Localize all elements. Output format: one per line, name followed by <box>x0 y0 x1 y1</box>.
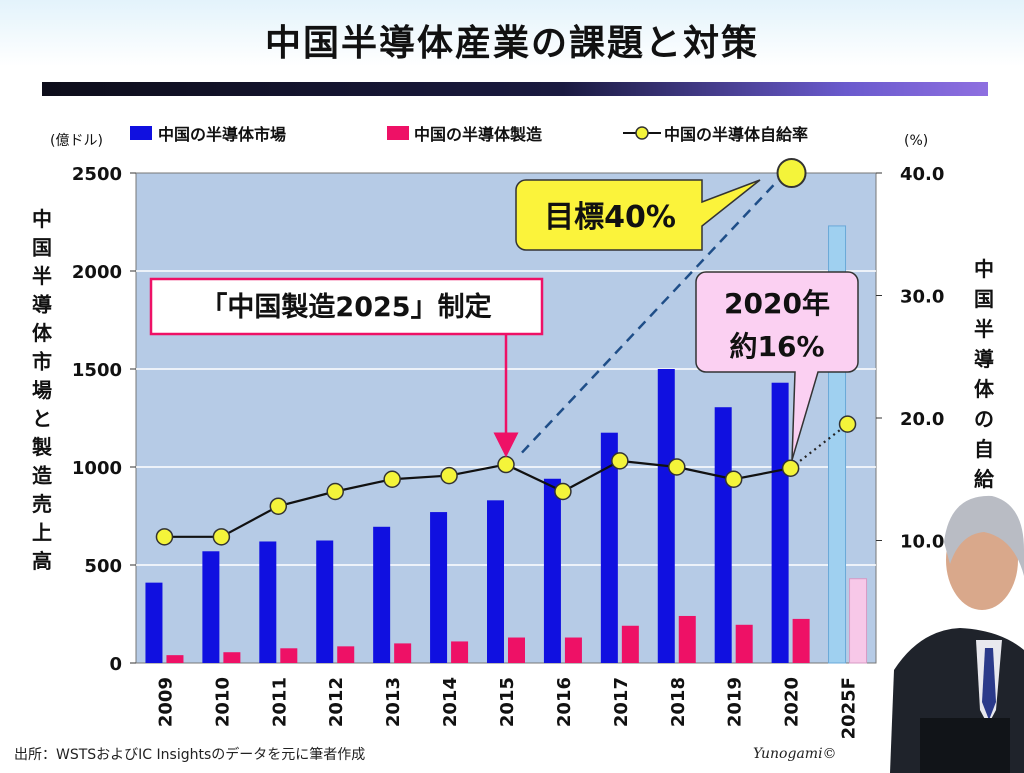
x-tick-label: 2015 <box>497 677 518 727</box>
callout-target: 目標40% <box>515 179 761 251</box>
ratio-point-2009 <box>155 528 174 546</box>
credit-text: Yunogami© <box>753 746 837 762</box>
ratio-point-2011 <box>269 497 288 515</box>
x-tick-label: 2017 <box>611 677 632 727</box>
ratio-point-2025F <box>838 415 857 433</box>
left-tick-label: 1500 <box>72 360 122 381</box>
bar-market-2015 <box>487 500 504 663</box>
legend: 中国の半導体市場 中国の半導体製造 中国の半導体自給率 <box>130 125 808 144</box>
ratio-line-actual <box>164 459 791 538</box>
bar-manufacturing-2016 <box>564 637 582 663</box>
callout-ratio-2020-line1: 2020年 <box>724 287 830 320</box>
callout-ratio-2020-line2: 約16% <box>729 330 824 363</box>
x-tick-label: 2020 <box>782 677 803 727</box>
left-tick-label: 1000 <box>72 458 122 479</box>
right-axis-unit: (%) <box>904 133 928 149</box>
legend-swatch-market <box>130 126 152 140</box>
ratio-target-point <box>776 158 807 188</box>
ratio-point-2018 <box>668 458 686 476</box>
legend-label-ratio: 中国の半導体自給率 <box>664 125 808 144</box>
x-tick-label: 2018 <box>668 677 689 727</box>
ratio-point-2015 <box>497 455 515 474</box>
bar-manufacturing-2011 <box>280 648 298 663</box>
legend-marker-ratio <box>635 126 649 140</box>
legend-label-market: 中国の半導体市場 <box>158 125 286 144</box>
bar-manufacturing-2012 <box>337 646 355 663</box>
x-tick-label: 2011 <box>269 677 290 727</box>
bar-market-2014 <box>430 512 448 663</box>
left-axis-title: 中国半導体市場と製造売上高 <box>32 207 53 573</box>
bar-market-2019 <box>714 407 732 663</box>
bar-manufacturing-2010 <box>223 652 241 663</box>
callout-target-text: 目標40% <box>544 200 676 235</box>
ratio-line-forecast <box>789 423 849 470</box>
bar-market-2017 <box>600 432 618 663</box>
right-tick-label: 30.0 <box>900 287 944 308</box>
x-tick-label: 2019 <box>725 677 746 727</box>
bar-market-2010 <box>202 551 220 663</box>
right-axis-title: 中国半導体の自給 <box>974 257 995 491</box>
bar-market-2012 <box>316 540 334 663</box>
x-tick-label: 2014 <box>440 677 461 727</box>
axes: 0 500 1000 1500 2000 2500 10.0 20.0 30.0 40.0 2009… <box>72 164 945 739</box>
bar-manufacturing-2009 <box>166 655 184 663</box>
page-title: 中国半導体産業の課題と対策 <box>264 23 759 64</box>
bar-manufacturing-2013 <box>394 643 412 663</box>
ratio-point-2019 <box>724 470 743 488</box>
callout-made-in-china-text: 「中国製造2025」制定 <box>200 291 491 323</box>
bar-manufacturing-2019 <box>735 624 753 663</box>
right-tick-label: 10.0 <box>900 532 944 553</box>
header-band <box>0 0 1024 95</box>
ratio-point-2020 <box>781 459 800 477</box>
bar-manufacturing-2018 <box>678 615 696 663</box>
left-tick-label: 2000 <box>72 262 122 283</box>
right-tick-label: 20.0 <box>900 409 944 430</box>
ratio-point-2017 <box>611 452 629 470</box>
bar-market-2009 <box>145 582 163 663</box>
x-tick-label: 2025F <box>839 677 860 739</box>
bar-manufacturing-2025F <box>849 578 868 664</box>
ratio-point-2013 <box>383 470 401 488</box>
bar-market-2020 <box>771 382 789 663</box>
title-underline-bar <box>42 82 988 96</box>
ratio-point-2014 <box>440 466 458 485</box>
bars <box>145 225 868 664</box>
x-tick-label: 2010 <box>212 677 233 727</box>
callout-ratio-2020: 2020年 約16% <box>695 271 859 461</box>
ratio-point-2012 <box>326 482 344 501</box>
bar-manufacturing-2017 <box>621 625 639 663</box>
x-tick-label: 2016 <box>554 677 575 727</box>
ratio-point-2016 <box>554 482 572 501</box>
presenter-photo <box>890 495 1024 773</box>
bar-manufacturing-2014 <box>451 641 469 663</box>
left-axis-unit: (億ドル) <box>50 133 103 149</box>
left-tick-label: 500 <box>84 556 122 577</box>
ratio-point-2010 <box>212 528 231 546</box>
bar-market-2011 <box>259 541 277 663</box>
target-trend-arrow <box>521 182 777 454</box>
x-tick-label: 2009 <box>155 677 176 727</box>
legend-swatch-manufacturing <box>387 126 409 140</box>
x-tick-label: 2012 <box>326 677 347 727</box>
ratio-line <box>155 158 857 546</box>
left-tick-label: 2500 <box>72 164 122 185</box>
bar-manufacturing-2020 <box>792 618 810 663</box>
x-tick-label: 2013 <box>383 677 404 727</box>
legend-label-manufacturing: 中国の半導体製造 <box>414 125 543 144</box>
bar-market-2013 <box>373 526 391 663</box>
bar-manufacturing-2015 <box>508 637 525 663</box>
callout-made-in-china: 「中国製造2025」制定 <box>149 277 544 458</box>
right-tick-label: 40.0 <box>900 164 944 185</box>
left-tick-label: 0 <box>109 654 122 675</box>
source-note: 出所：WSTSおよびIC Insightsのデータを元に筆者作成 <box>14 747 366 763</box>
bar-market-2016 <box>543 478 561 663</box>
bar-market-2018 <box>657 369 675 663</box>
